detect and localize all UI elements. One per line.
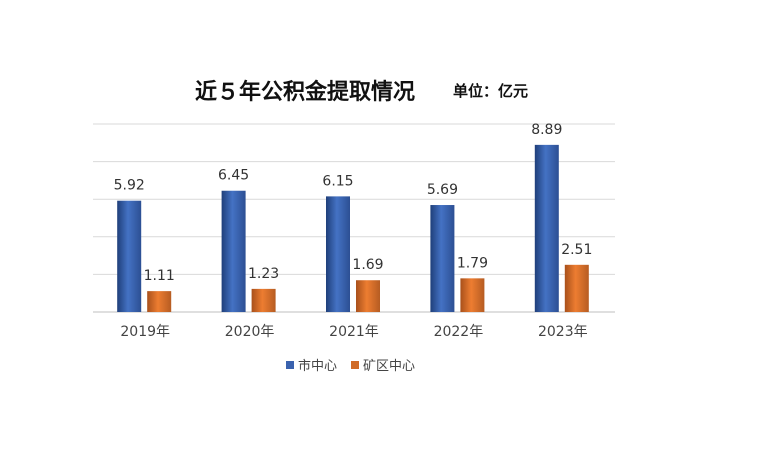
bar-value-label: 6.45 xyxy=(218,168,249,184)
bar-value-label: 1.23 xyxy=(248,266,279,282)
bar-series2 xyxy=(564,264,589,312)
bar-series1 xyxy=(430,205,455,312)
bar-value-label: 1.69 xyxy=(352,257,383,273)
x-tick-label: 2020年 xyxy=(225,324,275,340)
bar-value-label: 5.69 xyxy=(427,182,458,198)
bar-value-label: 1.79 xyxy=(457,255,488,271)
chart-unit: 单位：亿元 xyxy=(453,82,529,100)
x-tick-label: 2021年 xyxy=(329,324,379,340)
x-tick-label: 2022年 xyxy=(434,324,484,340)
bar-series1 xyxy=(326,196,350,312)
bar-value-label: 1.11 xyxy=(144,268,175,284)
bar-series1 xyxy=(117,200,142,312)
bar-value-label: 5.92 xyxy=(114,178,145,194)
chart-title: 近５年公积金提取情况 xyxy=(195,80,416,105)
bar-series1 xyxy=(534,144,559,312)
legend-label: 矿区中心 xyxy=(363,359,415,374)
bar-value-label: 2.51 xyxy=(561,242,592,258)
bar-series2 xyxy=(251,288,276,312)
bar-value-label: 6.15 xyxy=(322,173,353,189)
legend-swatch xyxy=(351,361,359,369)
bar-series2 xyxy=(147,291,172,312)
bar-value-label: 8.89 xyxy=(531,122,562,138)
x-tick-label: 2023年 xyxy=(538,324,588,340)
bar-series2 xyxy=(356,280,380,312)
legend-swatch xyxy=(286,361,294,369)
bar-series2 xyxy=(460,278,485,312)
bar-series1 xyxy=(221,190,246,312)
legend-label: 市中心 xyxy=(298,358,337,374)
x-tick-label: 2019年 xyxy=(120,324,170,340)
